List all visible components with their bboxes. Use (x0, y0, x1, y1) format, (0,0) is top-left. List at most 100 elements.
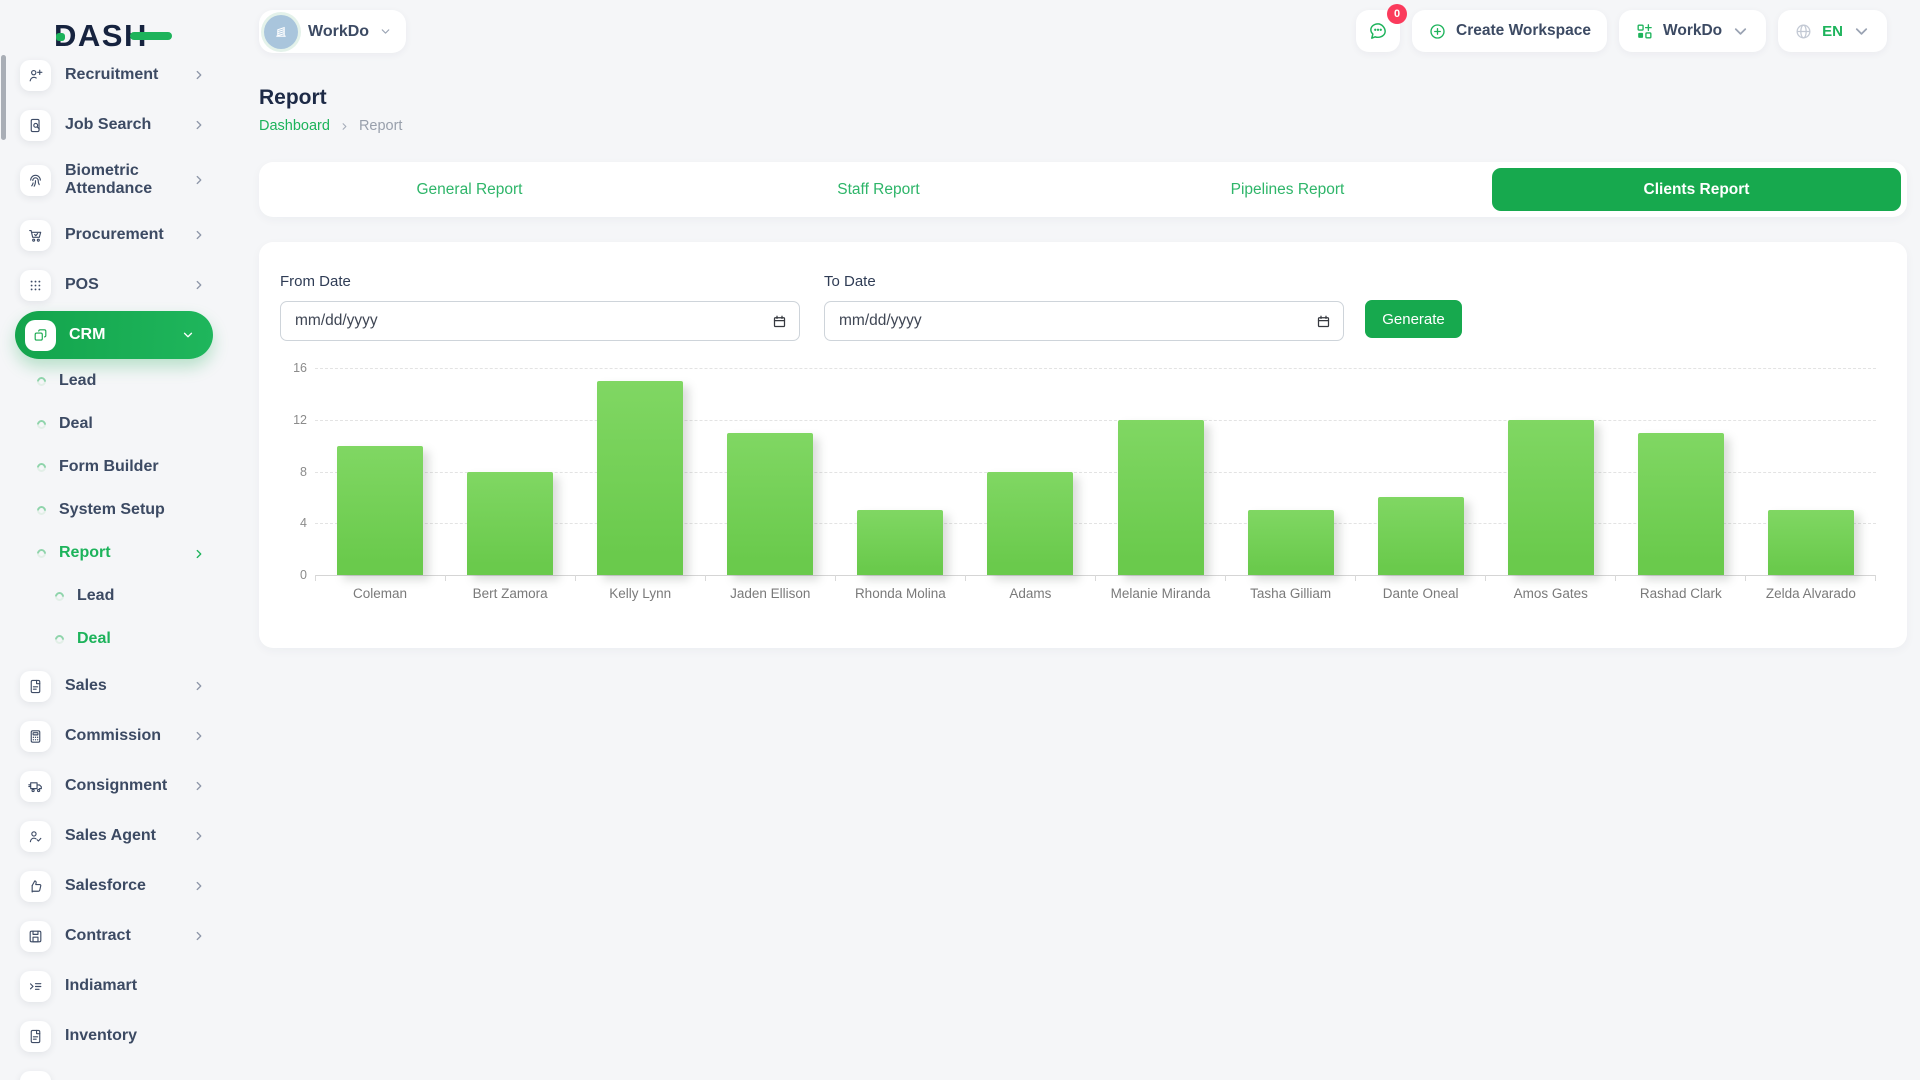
calendar-icon[interactable] (772, 314, 787, 329)
x-axis-label: Bert Zamora (472, 586, 548, 601)
sidebar-item-partial[interactable] (0, 1061, 235, 1080)
plus-circle-icon (1430, 23, 1445, 39)
chart-bar-tasha-gilliam[interactable] (1247, 510, 1334, 575)
to-date-input[interactable]: mm/dd/yyyy (824, 301, 1344, 341)
sidebar-item-label: Contract (65, 926, 131, 944)
chevron-right-icon (196, 681, 202, 691)
tab-pipelines-report[interactable]: Pipelines Report (1230, 180, 1345, 198)
chart-bar-slot (1486, 368, 1616, 575)
sidebar-item-crm-lead[interactable]: Lead (0, 360, 235, 403)
sidebar-item-inventory[interactable]: Inventory (0, 1011, 235, 1061)
sidebar-item-salesforce[interactable]: Salesforce (0, 861, 235, 911)
person-check-icon (29, 830, 42, 842)
org-switcher[interactable]: WorkDo (1619, 10, 1767, 52)
partial-icon-box (20, 1070, 51, 1080)
chevron-right-icon (192, 929, 206, 943)
sidebar-item-contract[interactable]: Contract (0, 911, 235, 961)
bullet-icon (35, 461, 48, 474)
messages-count-badge: 0 (1387, 4, 1408, 24)
chart-bar-rashad-clark[interactable] (1637, 432, 1724, 575)
sidebar-item-label: Sales (65, 676, 107, 694)
chart-bar-zelda-alvarado[interactable] (1767, 510, 1854, 575)
from-date-label: From Date (280, 273, 351, 290)
sidebar-item-label: Sales Agent (65, 826, 156, 844)
sidebar-item-report[interactable]: Report (0, 532, 235, 575)
org-name: WorkDo (1663, 22, 1723, 39)
list-chevron-icon-box (20, 970, 51, 1002)
workspace-switcher[interactable]: WorkDo (259, 10, 407, 53)
create-workspace-button[interactable]: Create Workspace (1412, 10, 1608, 52)
cart-icon-box (20, 219, 51, 251)
sidebar-item-sales-agent[interactable]: Sales Agent (0, 811, 235, 861)
axis-tick (315, 575, 445, 581)
sidebar-item-label: Report (59, 544, 111, 562)
sidebar-item-label: Consignment (65, 776, 168, 794)
chart-bar-coleman[interactable] (337, 445, 424, 575)
breadcrumb-dashboard-link[interactable]: Dashboard (259, 118, 330, 134)
bullet-icon (35, 418, 48, 431)
sidebar-item-job-search[interactable]: Job Search (0, 100, 235, 150)
tab-clients-report[interactable]: Clients Report (1492, 168, 1901, 211)
grid-plus-icon (1637, 23, 1652, 39)
app-logo[interactable]: DASH (54, 16, 184, 56)
sidebar-item-crm-deal[interactable]: Deal (0, 403, 235, 446)
sidebar-scrollbar[interactable] (1, 55, 6, 140)
sidebar-item-label: Lead (77, 587, 115, 605)
sidebar-item-label: Procurement (65, 225, 164, 243)
chevron-right-icon (192, 173, 206, 187)
sidebar-item-pos[interactable]: POS (0, 260, 235, 310)
chart-bar-amos-gates[interactable] (1507, 419, 1594, 575)
sidebar-item-commission[interactable]: Commission (0, 711, 235, 761)
tab-general-report[interactable]: General Report (416, 180, 523, 198)
user-plus-icon (29, 69, 43, 81)
language-switcher[interactable]: EN (1778, 10, 1887, 52)
chart-bar-slot (1746, 368, 1876, 575)
sidebar-item-report-deal[interactable]: Deal (0, 618, 235, 661)
axis-tick (1485, 575, 1615, 581)
y-axis-label: 0 (300, 568, 307, 582)
sidebar-item-indiamart[interactable]: Indiamart (0, 961, 235, 1011)
axis-tick (1745, 575, 1875, 581)
messages-button[interactable]: 0 (1356, 4, 1408, 52)
chart-bar-bert-zamora[interactable] (467, 471, 554, 575)
chart-bar-kelly-lynn[interactable] (597, 380, 684, 575)
chevron-right-icon (192, 829, 206, 843)
gridline (315, 471, 1876, 473)
axis-tick (1225, 575, 1355, 581)
chevron-down-icon (183, 332, 193, 338)
from-date-input[interactable]: mm/dd/yyyy (280, 301, 800, 341)
sidebar-item-recruitment[interactable]: Recruitment (0, 50, 235, 100)
logo-accent-bar (130, 32, 172, 40)
sidebar-item-biometric-attendance[interactable]: Biometric Attendance (0, 150, 235, 210)
sidebar-item-procurement[interactable]: Procurement (0, 210, 235, 260)
chevron-right-icon (192, 547, 206, 561)
report-card: From Date To Date mm/dd/yyyy mm/dd/yyyy … (259, 242, 1907, 648)
tab-staff-report[interactable]: Staff Report (837, 180, 920, 198)
chart-bar-melanie-miranda[interactable] (1117, 419, 1204, 575)
calendar-icon[interactable] (1316, 314, 1331, 329)
globe-icon (1796, 24, 1811, 38)
generate-button[interactable]: Generate (1365, 300, 1462, 338)
axis-tick (575, 575, 705, 581)
chevron-right-icon (192, 278, 206, 292)
sidebar-item-consignment[interactable]: Consignment (0, 761, 235, 811)
chart-bar-dante-oneal[interactable] (1377, 497, 1464, 575)
sidebar-item-report-lead[interactable]: Lead (0, 575, 235, 618)
chart-bar-jaden-ellison[interactable] (727, 432, 814, 575)
chevron-right-icon (196, 831, 202, 841)
chevron-right-icon (192, 879, 206, 893)
sidebar-item-crm[interactable]: CRM (15, 311, 213, 359)
truck-icon-box (20, 770, 51, 802)
chart-bar-rhonda-molina[interactable] (857, 510, 944, 575)
sidebar-menu: Recruitment Job Search Biometric Attendanc… (0, 50, 235, 1080)
sidebar-item-label: Deal (59, 415, 93, 433)
tab-bar: General Report Staff Report Pipelines Repo… (259, 162, 1907, 217)
chart-x-labels: Coleman Bert Zamora Kelly Lynn Jaden Elliso… (315, 586, 1876, 601)
cart-icon (29, 229, 42, 242)
sidebar-item-system-setup[interactable]: System Setup (0, 489, 235, 532)
sidebar-item-form-builder[interactable]: Form Builder (0, 446, 235, 489)
sidebar-item-sales[interactable]: Sales (0, 661, 235, 711)
chart-bar-adams[interactable] (987, 471, 1074, 575)
y-axis-label: 12 (293, 412, 307, 427)
sidebar-item-label: Indiamart (65, 976, 138, 994)
